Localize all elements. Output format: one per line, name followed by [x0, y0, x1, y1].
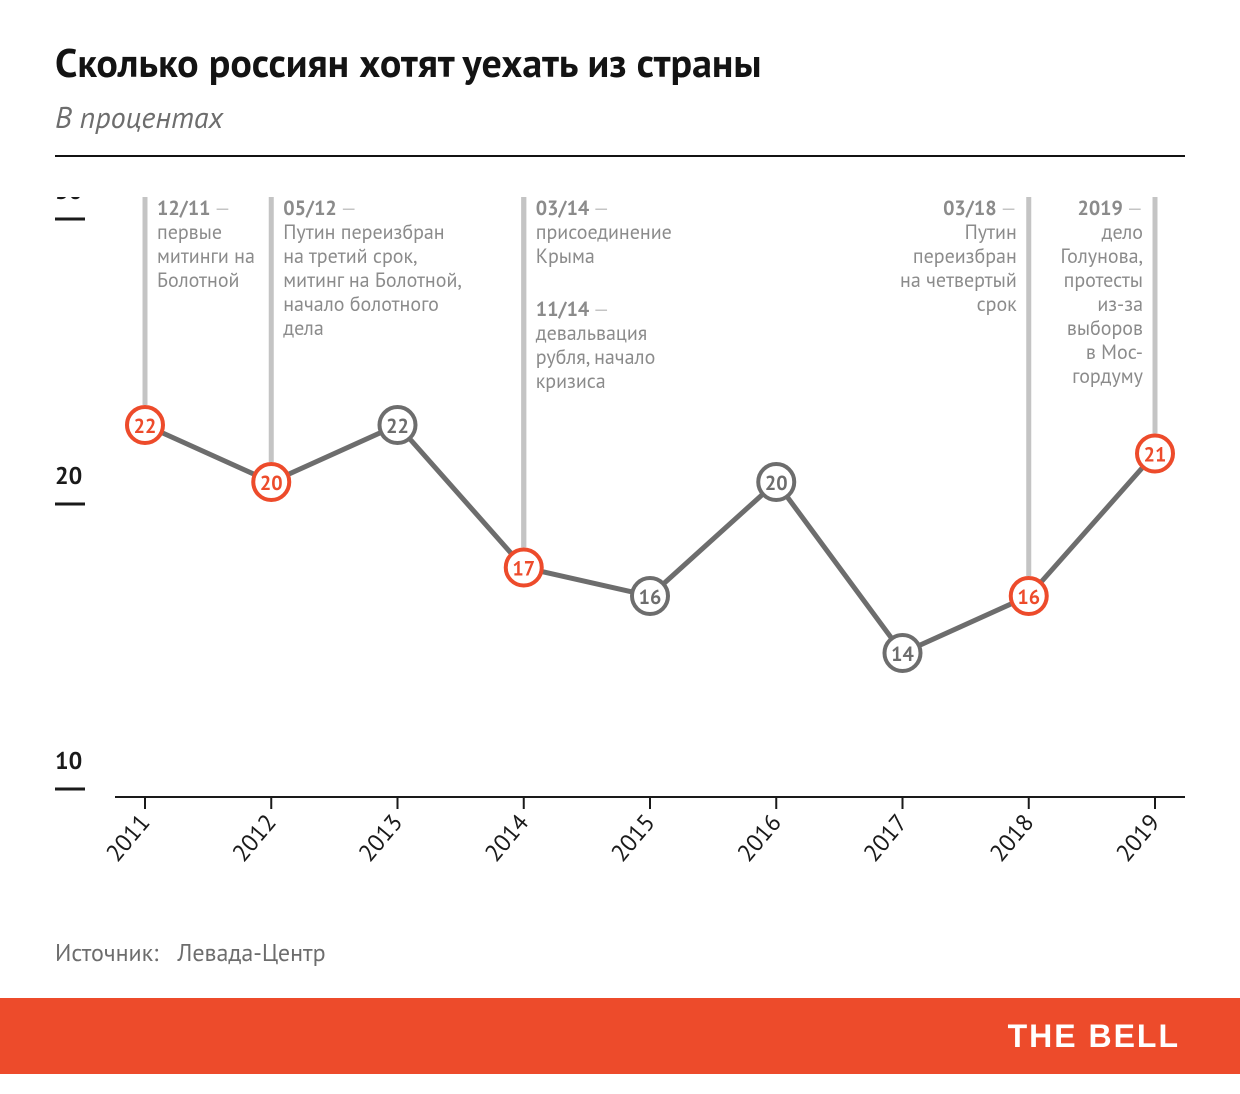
- svg-text:20: 20: [260, 470, 283, 496]
- svg-text:на четвертый: на четвертый: [900, 267, 1017, 293]
- svg-text:2019: 2019: [1109, 808, 1166, 868]
- svg-text:20: 20: [765, 470, 788, 496]
- svg-text:переизбран: переизбран: [913, 243, 1017, 269]
- svg-text:гордуму: гордуму: [1072, 363, 1144, 389]
- svg-text:Путин переизбран: Путин переизбран: [283, 219, 444, 245]
- svg-text:2016: 2016: [730, 808, 787, 868]
- footer-bar: THE BELL: [0, 998, 1240, 1074]
- svg-text:Путин: Путин: [965, 219, 1017, 245]
- svg-text:первые: первые: [157, 219, 222, 245]
- svg-text:из-за: из-за: [1097, 291, 1143, 317]
- svg-text:2013: 2013: [351, 808, 408, 868]
- source-value: Левада-Центр: [177, 937, 325, 968]
- line-chart: 1020302011201220132014201520162017201820…: [55, 197, 1185, 897]
- chart-subtitle: В процентах: [55, 98, 1185, 137]
- svg-text:16: 16: [639, 584, 662, 610]
- content-area: Сколько россиян хотят уехать из страны В…: [0, 0, 1240, 998]
- svg-text:2018: 2018: [983, 808, 1040, 868]
- svg-text:протесты: протесты: [1064, 267, 1143, 293]
- svg-text:2019 —: 2019 —: [1077, 197, 1143, 221]
- svg-text:12/11 —: 12/11 —: [157, 197, 231, 221]
- svg-text:16: 16: [1017, 584, 1040, 610]
- svg-text:14: 14: [891, 641, 914, 667]
- svg-text:2014: 2014: [478, 808, 535, 868]
- page: Сколько россиян хотят уехать из страны В…: [0, 0, 1240, 1074]
- svg-text:2012: 2012: [225, 808, 282, 868]
- svg-text:на третий срок,: на третий срок,: [283, 243, 417, 269]
- svg-text:03/14 —: 03/14 —: [536, 197, 610, 221]
- svg-text:дело: дело: [1102, 219, 1143, 245]
- svg-text:20: 20: [55, 460, 82, 491]
- svg-text:девальвация: девальвация: [536, 320, 648, 346]
- svg-text:30: 30: [55, 197, 82, 206]
- svg-text:21: 21: [1144, 442, 1167, 468]
- chart-title: Сколько россиян хотят уехать из страны: [55, 40, 1185, 86]
- brand-logo: THE BELL: [1008, 1018, 1180, 1055]
- svg-text:митинг на Болотной,: митинг на Болотной,: [283, 267, 462, 293]
- svg-text:митинги на: митинги на: [157, 243, 255, 269]
- svg-text:2011: 2011: [99, 808, 156, 868]
- svg-text:дела: дела: [283, 315, 324, 341]
- svg-text:Болотной: Болотной: [157, 267, 239, 293]
- svg-text:03/18 —: 03/18 —: [943, 197, 1017, 221]
- svg-text:11/14 —: 11/14 —: [536, 296, 610, 322]
- svg-text:Голунова,: Голунова,: [1060, 243, 1143, 269]
- source-line: Источник: Левада-Центр: [55, 937, 1185, 968]
- chart-svg: 1020302011201220132014201520162017201820…: [55, 197, 1185, 897]
- svg-text:17: 17: [512, 556, 535, 582]
- title-rule: [55, 155, 1185, 157]
- svg-text:в Мос-: в Мос-: [1086, 339, 1143, 365]
- svg-text:срок: срок: [977, 291, 1018, 317]
- svg-text:10: 10: [55, 745, 82, 776]
- source-label: Источник:: [55, 937, 158, 968]
- svg-text:рубля, начало: рубля, начало: [536, 344, 656, 370]
- svg-text:начало болотного: начало болотного: [283, 291, 439, 317]
- svg-text:присоединение: присоединение: [536, 219, 672, 245]
- svg-text:Крыма: Крыма: [536, 243, 595, 269]
- svg-text:22: 22: [386, 413, 409, 439]
- svg-text:кризиса: кризиса: [536, 368, 606, 394]
- svg-text:выборов: выборов: [1067, 315, 1143, 341]
- svg-text:22: 22: [134, 413, 157, 439]
- svg-text:2015: 2015: [604, 808, 661, 868]
- svg-text:05/12 —: 05/12 —: [283, 197, 357, 221]
- svg-text:2017: 2017: [856, 808, 913, 868]
